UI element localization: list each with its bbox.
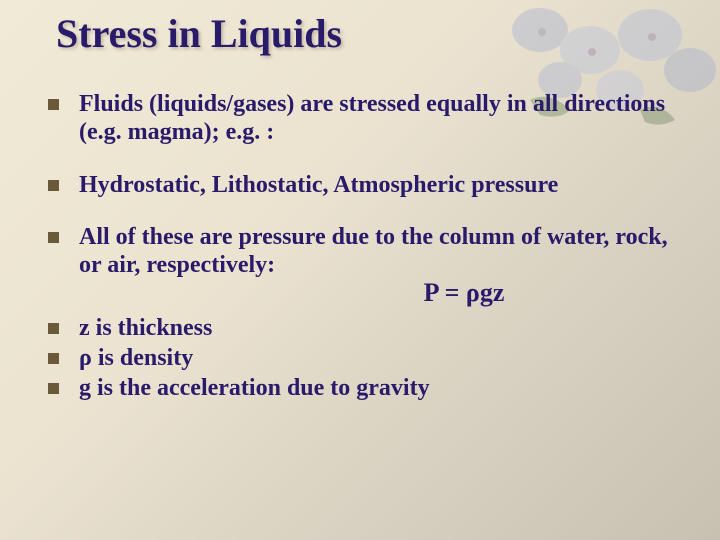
bullet-item: ρ is density xyxy=(48,344,680,372)
bullet-marker xyxy=(48,383,59,394)
bullet-marker xyxy=(48,99,59,110)
formula-rhs: gz xyxy=(480,278,505,307)
slide-title: Stress in Liquids xyxy=(56,10,342,57)
bullet-item: Hydrostatic, Lithostatic, Atmospheric pr… xyxy=(48,171,680,199)
bullet-text: All of these are pressure due to the col… xyxy=(79,223,680,280)
slide-content: Fluids (liquids/gases) are stressed equa… xyxy=(48,90,680,405)
bullet-text: Fluids (liquids/gases) are stressed equa… xyxy=(79,90,680,147)
bullet-marker xyxy=(48,232,59,243)
rho-symbol: ρ xyxy=(79,345,92,371)
bullet-text: ρ is density xyxy=(79,344,193,372)
bullet-marker xyxy=(48,180,59,191)
formula-rho: ρ xyxy=(466,278,480,307)
bullet-item: Fluids (liquids/gases) are stressed equa… xyxy=(48,90,680,147)
bullet-text: Hydrostatic, Lithostatic, Atmospheric pr… xyxy=(79,171,558,199)
bullet-text-rest: is density xyxy=(92,345,193,371)
bullet-marker xyxy=(48,353,59,364)
bullet-item: All of these are pressure due to the col… xyxy=(48,223,680,280)
bullet-item: g is the acceleration due to gravity xyxy=(48,374,680,402)
bullet-marker xyxy=(48,323,59,334)
bullet-text: z is thickness xyxy=(79,314,212,342)
bullet-text: g is the acceleration due to gravity xyxy=(79,374,430,402)
formula: P = ρgz xyxy=(248,278,680,308)
bullet-item: z is thickness xyxy=(48,314,680,342)
formula-lhs: P = xyxy=(424,278,466,307)
